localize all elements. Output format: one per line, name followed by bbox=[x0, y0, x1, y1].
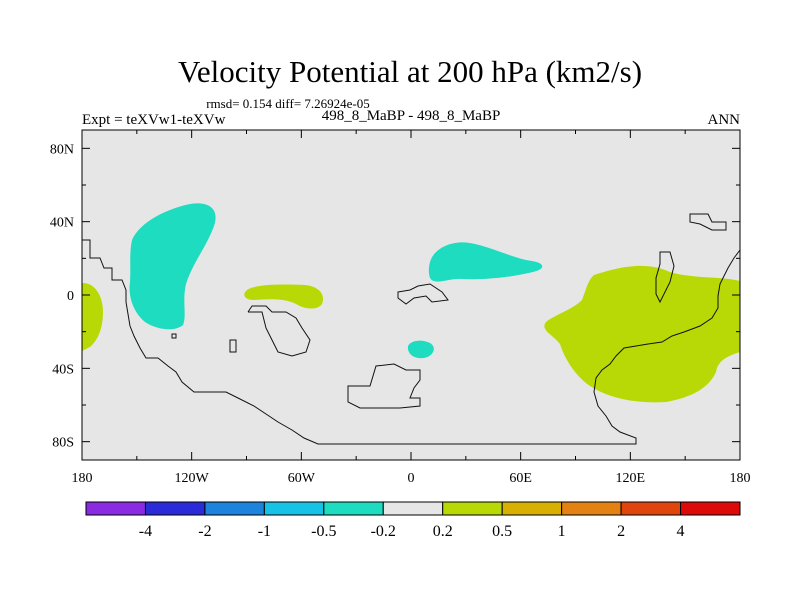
x-tick-label: 120E bbox=[616, 471, 646, 486]
x-tick-label: 0 bbox=[408, 471, 415, 486]
y-tick-label: 80S bbox=[52, 436, 74, 451]
colorbar-label: 2 bbox=[617, 523, 625, 540]
x-tick-label: 60W bbox=[288, 471, 316, 486]
coastlines bbox=[82, 213, 741, 445]
colorbar-swatch bbox=[323, 501, 384, 516]
y-tick-label: 0 bbox=[67, 289, 74, 304]
colorbar-swatch bbox=[442, 501, 503, 516]
colorbar-swatch bbox=[85, 501, 146, 516]
season-label: ANN bbox=[708, 112, 741, 128]
x-tick-label: 60E bbox=[509, 471, 532, 486]
colorbar-label: 0.2 bbox=[433, 523, 453, 540]
colorbar-swatch bbox=[501, 501, 563, 516]
x-tick-label: 180 bbox=[72, 471, 93, 486]
y-axis: 80N 40N 0 40S 80S bbox=[50, 142, 740, 451]
colorbar-swatch bbox=[620, 501, 682, 516]
coastline-east-asia-2 bbox=[655, 251, 675, 304]
colorbar-swatch bbox=[680, 501, 741, 516]
colorbar-label: -0.2 bbox=[371, 523, 396, 540]
x-axis: 180 120W 60W 0 60E 120E 180 bbox=[72, 130, 751, 486]
x-tick-label: 120W bbox=[175, 471, 210, 486]
colorbar-swatch bbox=[204, 501, 265, 516]
region-tropical-atlantic bbox=[244, 284, 324, 309]
colorbar-label: -0.5 bbox=[311, 523, 336, 540]
coastline-antarctic-island bbox=[347, 363, 421, 409]
colorbar-label: 1 bbox=[558, 523, 566, 540]
coastline-east-asia bbox=[689, 213, 727, 231]
colorbar-label: -2 bbox=[198, 523, 211, 540]
colorbar-label: -4 bbox=[139, 523, 152, 540]
map-panel bbox=[81, 129, 741, 461]
colorbar-label: 4 bbox=[677, 523, 685, 540]
colorbar-swatch bbox=[382, 501, 444, 516]
stats-label: rmsd= 0.154 diff= 7.26924e-05 bbox=[206, 96, 370, 111]
colorbar-swatch bbox=[561, 501, 622, 516]
colorbar-label: 0.5 bbox=[492, 523, 512, 540]
region-indo-pacific bbox=[544, 265, 740, 403]
y-tick-label: 80N bbox=[50, 142, 74, 157]
chart-title: Velocity Potential at 200 hPa (km2/s) bbox=[178, 54, 642, 89]
y-tick-label: 40N bbox=[50, 216, 74, 231]
region-western-edge bbox=[82, 282, 103, 351]
region-north-pacific bbox=[129, 203, 216, 330]
colorbar-swatch bbox=[144, 501, 206, 516]
coastline-south-america bbox=[247, 305, 311, 357]
colorbar: -4 -2 -1 -0.5 -0.2 0.2 0.5 1 2 4 bbox=[85, 501, 741, 540]
region-north-africa bbox=[428, 242, 543, 282]
colorbar-label: -1 bbox=[258, 523, 271, 540]
coastline-europe-africa bbox=[397, 283, 449, 305]
case-label: 498_8_MaBP - 498_8_MaBP bbox=[322, 108, 501, 124]
region-south-atlantic bbox=[407, 340, 434, 359]
y-tick-label: 40S bbox=[52, 362, 74, 377]
experiment-label: Expt = teXVw1-teXVw bbox=[82, 112, 226, 128]
coastline-americas bbox=[82, 239, 741, 445]
coastline-small-islands bbox=[171, 333, 237, 353]
x-tick-label: 180 bbox=[730, 471, 751, 486]
colorbar-swatch bbox=[263, 501, 325, 516]
